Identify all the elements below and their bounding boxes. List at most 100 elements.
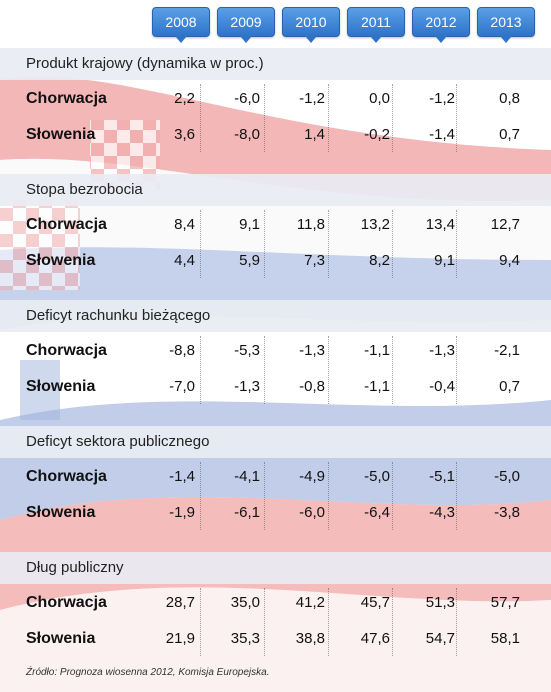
table-section: Deficyt sektora publicznego Chorwacja -1,4… — [0, 422, 551, 548]
table-row: Słowenia -1,9 -6,1 -6,0 -6,4 -4,3 -3,8 — [0, 495, 551, 531]
column-divider — [456, 588, 457, 656]
table-cell: -2,1 — [494, 342, 520, 359]
row-label: Chorwacja — [26, 468, 107, 485]
table-cell: -1,3 — [234, 378, 260, 395]
table-cell: 9,4 — [499, 252, 520, 269]
table-cell: 38,8 — [295, 630, 325, 647]
table-cell: 51,3 — [425, 594, 455, 611]
table-cell: -8,0 — [234, 126, 260, 143]
table-row: Słowenia -7,0 -1,3 -0,8 -1,1 -0,4 0,7 — [0, 369, 551, 405]
table-cell: -0,4 — [429, 378, 455, 395]
table-row: Słowenia 21,9 35,3 38,8 47,6 54,7 58,1 — [0, 621, 551, 657]
table-cell: 8,2 — [369, 252, 390, 269]
section-title: Dług publiczny — [0, 552, 551, 584]
column-divider — [392, 84, 393, 152]
row-label: Chorwacja — [26, 342, 107, 359]
table-cell: -5,0 — [494, 468, 520, 485]
table-cell: -6,0 — [234, 90, 260, 107]
table-row: Chorwacja 28,7 35,0 41,2 45,7 51,3 57,7 — [0, 585, 551, 621]
table-cell: -1,4 — [169, 468, 195, 485]
table-cell: -4,3 — [429, 504, 455, 521]
table-cell: -1,1 — [364, 378, 390, 395]
year-tab: 2011 — [347, 7, 405, 43]
year-tab: 2010 — [282, 7, 340, 43]
table-cell: -0,2 — [364, 126, 390, 143]
table-cell: -8,8 — [169, 342, 195, 359]
table-cell: -4,9 — [299, 468, 325, 485]
row-label: Chorwacja — [26, 216, 107, 233]
column-divider — [200, 210, 201, 278]
column-divider — [264, 84, 265, 152]
table-cell: 35,3 — [230, 630, 260, 647]
column-divider — [264, 588, 265, 656]
table-cell: -6,0 — [299, 504, 325, 521]
column-divider — [200, 84, 201, 152]
table-cell: 9,1 — [434, 252, 455, 269]
table-cell: -5,1 — [429, 468, 455, 485]
column-divider — [264, 210, 265, 278]
column-divider — [328, 84, 329, 152]
table-cell: 11,8 — [296, 216, 325, 233]
table-cell: 35,0 — [230, 594, 260, 611]
row-label: Słowenia — [26, 252, 96, 269]
column-divider — [392, 210, 393, 278]
table-row: Słowenia 3,6 -8,0 1,4 -0,2 -1,4 0,7 — [0, 117, 551, 153]
table-cell: 4,4 — [174, 252, 195, 269]
column-divider — [392, 588, 393, 656]
year-tab: 2008 — [152, 7, 210, 43]
column-divider — [328, 336, 329, 404]
table-cell: 0,0 — [369, 90, 390, 107]
year-tab: 2009 — [217, 7, 275, 43]
table-cell: 28,7 — [165, 594, 195, 611]
section-title: Produkt krajowy (dynamika w proc.) — [0, 48, 551, 80]
column-divider — [328, 210, 329, 278]
table-row: Chorwacja -1,4 -4,1 -4,9 -5,0 -5,1 -5,0 — [0, 459, 551, 495]
column-divider — [200, 336, 201, 404]
table-cell: 7,3 — [304, 252, 325, 269]
row-label: Słowenia — [26, 126, 96, 143]
table-cell: -4,1 — [234, 468, 260, 485]
table-cell: 2,2 — [174, 90, 195, 107]
section-title: Stopa bezrobocia — [0, 174, 551, 206]
row-label: Chorwacja — [26, 90, 107, 107]
column-divider — [392, 336, 393, 404]
table-row: Chorwacja 8,4 9,1 11,8 13,2 13,4 12,7 — [0, 207, 551, 243]
column-divider — [264, 462, 265, 530]
table-cell: -1,2 — [429, 90, 455, 107]
table-cell: 54,7 — [425, 630, 455, 647]
table-cell: 13,4 — [425, 216, 455, 233]
table-cell: -0,8 — [299, 378, 325, 395]
year-tab: 2013 — [477, 7, 535, 43]
column-divider — [456, 210, 457, 278]
row-label: Chorwacja — [26, 594, 107, 611]
column-divider — [200, 462, 201, 530]
column-divider — [392, 462, 393, 530]
table-cell: 9,1 — [239, 216, 260, 233]
column-divider — [456, 84, 457, 152]
table-section: Deficyt rachunku bieżącego Chorwacja -8,8 -… — [0, 296, 551, 422]
table-section: Produkt krajowy (dynamika w proc.) Chorwa… — [0, 44, 551, 170]
column-divider — [328, 462, 329, 530]
year-header: 2008 2009 2010 2011 2012 2013 — [0, 0, 551, 44]
table-section: Dług publiczny Chorwacja 28,7 35,0 41,2 45,7 5… — [0, 548, 551, 674]
table-cell: -7,0 — [169, 378, 195, 395]
table-cell: -1,1 — [364, 342, 390, 359]
row-label: Słowenia — [26, 378, 96, 395]
table-cell: 47,6 — [360, 630, 390, 647]
table-cell: 1,4 — [304, 126, 325, 143]
table-cell: -5,0 — [364, 468, 390, 485]
table-row: Słowenia 4,4 5,9 7,3 8,2 9,1 9,4 — [0, 243, 551, 279]
table-cell: -5,3 — [234, 342, 260, 359]
table-cell: 12,7 — [490, 216, 520, 233]
table-cell: 3,6 — [174, 126, 195, 143]
table-cell: -3,8 — [494, 504, 520, 521]
table-cell: 57,7 — [490, 594, 520, 611]
section-title: Deficyt sektora publicznego — [0, 426, 551, 458]
column-divider — [328, 588, 329, 656]
table-cell: -1,9 — [169, 504, 195, 521]
table-cell: 21,9 — [165, 630, 195, 647]
column-divider — [200, 588, 201, 656]
table-cell: 45,7 — [360, 594, 390, 611]
table-cell: -1,3 — [299, 342, 325, 359]
row-label: Słowenia — [26, 630, 96, 647]
